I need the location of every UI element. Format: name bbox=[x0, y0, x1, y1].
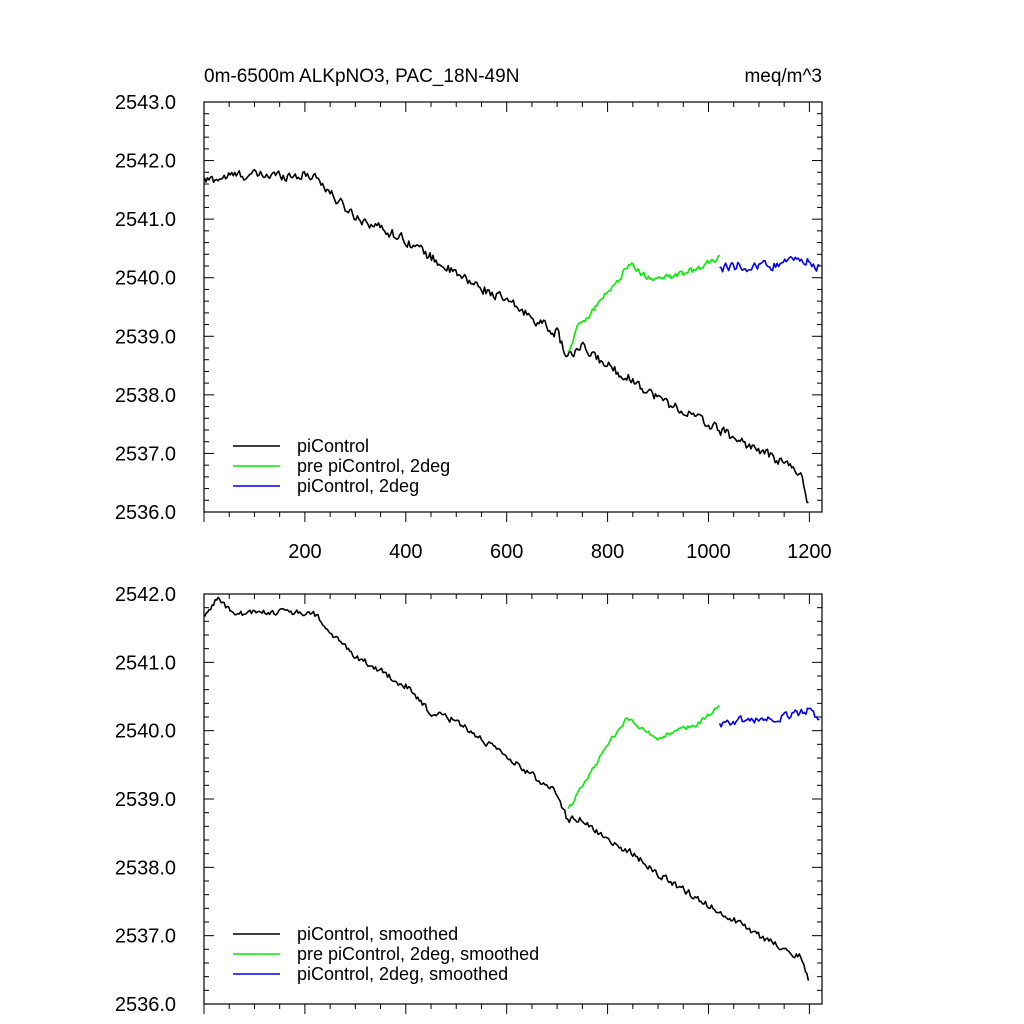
x-tick-label: 1000 bbox=[686, 541, 731, 563]
units-label: meq/m^3 bbox=[744, 66, 822, 87]
x-tick-label: 600 bbox=[490, 541, 523, 563]
series-line-1 bbox=[203, 596, 810, 981]
tick-marks bbox=[203, 593, 822, 1014]
y-tick-label: 2543.0 bbox=[115, 92, 176, 114]
y-tick-label: 2538.0 bbox=[115, 385, 176, 407]
x-tick-label: 200 bbox=[288, 541, 321, 563]
legend-label: piControl bbox=[297, 436, 369, 456]
y-tick-label: 2537.0 bbox=[115, 443, 176, 465]
y-tick-label: 2539.0 bbox=[115, 789, 176, 811]
y-tick-label: 2537.0 bbox=[115, 926, 176, 948]
y-tick-label: 2541.0 bbox=[115, 209, 176, 231]
legend-label: pre piControl, 2deg, smoothed bbox=[297, 944, 539, 964]
tick-marks bbox=[203, 101, 822, 522]
series-line-2 bbox=[567, 704, 720, 809]
y-tick-label: 2536.0 bbox=[115, 502, 176, 524]
y-tick-label: 2538.0 bbox=[115, 857, 176, 879]
y-tick-label: 2540.0 bbox=[115, 721, 176, 743]
bottom-panel: 2536.0 2537.0 2538.0 2539.0 2540.0 2541.0 2542… bbox=[115, 584, 823, 1016]
x-tick-label: 400 bbox=[389, 541, 422, 563]
y-tick-label: 2536.0 bbox=[115, 994, 176, 1016]
x-tick-label: 1200 bbox=[787, 541, 832, 563]
series-line-3 bbox=[719, 255, 820, 273]
y-tick-label: 2541.0 bbox=[115, 652, 176, 674]
y-tick-label: 2540.0 bbox=[115, 268, 176, 290]
y-tick-label: 2539.0 bbox=[115, 326, 176, 348]
top-panel: 2536.0 2537.0 2538.0 2539.0 2540.0 2541.0 2542… bbox=[115, 92, 832, 563]
series-line-2 bbox=[567, 254, 721, 353]
legend-label: piControl, 2deg bbox=[297, 476, 419, 496]
series-line-3 bbox=[718, 707, 820, 728]
y-tick-label: 2542.0 bbox=[115, 584, 176, 606]
legend-label: piControl, smoothed bbox=[297, 924, 458, 944]
plot-frame bbox=[203, 101, 823, 513]
legend-label: piControl, 2deg, smoothed bbox=[297, 964, 508, 984]
chart-title: 0m-6500m ALKpNO3, PAC_18N-49N bbox=[204, 66, 519, 87]
series-line-1 bbox=[203, 168, 809, 504]
x-tick-label: 800 bbox=[591, 541, 624, 563]
y-tick-label: 2542.0 bbox=[115, 151, 176, 173]
legend-label: pre piControl, 2deg bbox=[297, 456, 450, 476]
